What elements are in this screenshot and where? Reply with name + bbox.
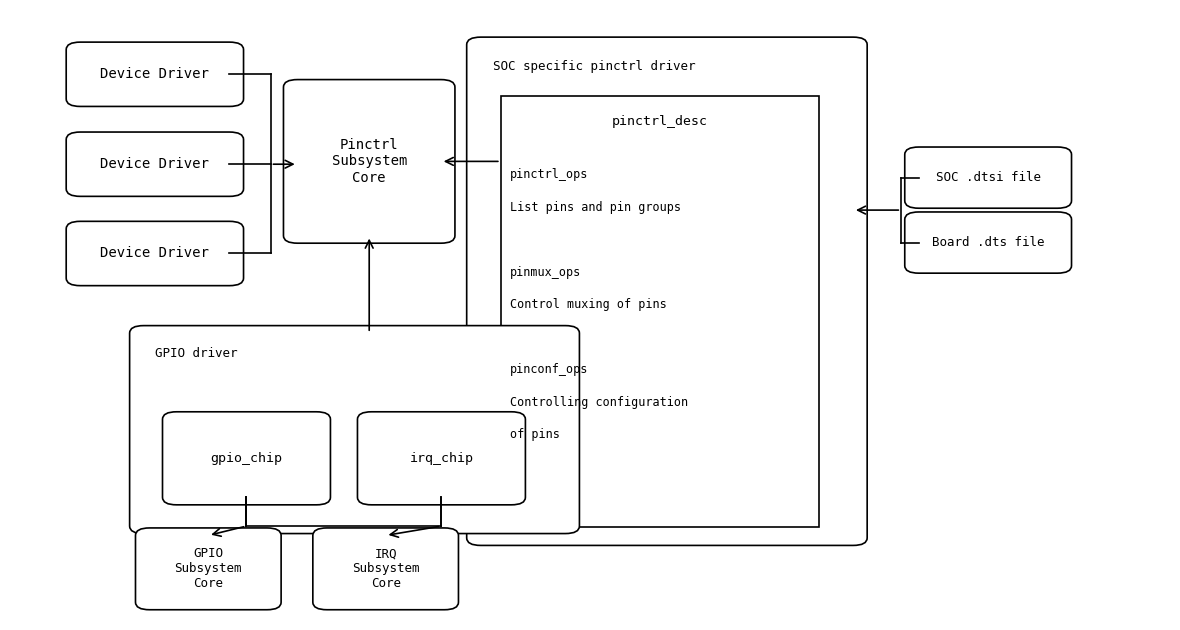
FancyBboxPatch shape [313, 528, 459, 610]
Text: pinctrl_ops: pinctrl_ops [510, 168, 589, 181]
Text: pinctrl_desc: pinctrl_desc [612, 115, 708, 128]
FancyBboxPatch shape [136, 528, 281, 610]
Text: irq_chip: irq_chip [409, 452, 473, 465]
Text: Device Driver: Device Driver [100, 158, 209, 171]
Text: Pinctrl
Subsystem
Core: Pinctrl Subsystem Core [332, 138, 407, 185]
Text: SOC specific pinctrl driver: SOC specific pinctrl driver [492, 60, 695, 73]
FancyBboxPatch shape [283, 79, 455, 243]
Text: GPIO driver: GPIO driver [156, 347, 238, 360]
Text: Device Driver: Device Driver [100, 67, 209, 81]
FancyBboxPatch shape [66, 221, 243, 285]
Text: of pins: of pins [510, 428, 560, 441]
Text: gpio_chip: gpio_chip [210, 452, 282, 465]
Text: Board .dts file: Board .dts file [932, 236, 1044, 249]
Text: GPIO
Subsystem
Core: GPIO Subsystem Core [175, 547, 242, 590]
Text: Controlling configuration: Controlling configuration [510, 396, 688, 408]
FancyBboxPatch shape [905, 147, 1071, 209]
FancyBboxPatch shape [466, 37, 867, 546]
FancyBboxPatch shape [66, 42, 243, 106]
FancyBboxPatch shape [500, 96, 819, 527]
Text: SOC .dtsi file: SOC .dtsi file [936, 171, 1041, 184]
FancyBboxPatch shape [130, 326, 579, 534]
FancyBboxPatch shape [66, 132, 243, 197]
FancyBboxPatch shape [905, 212, 1071, 273]
FancyBboxPatch shape [163, 412, 330, 505]
Text: List pins and pin groups: List pins and pin groups [510, 201, 681, 214]
Text: Device Driver: Device Driver [100, 246, 209, 260]
Text: pinconf_ops: pinconf_ops [510, 363, 589, 376]
FancyBboxPatch shape [358, 412, 525, 505]
Text: pinmux_ops: pinmux_ops [510, 266, 582, 278]
Text: Control muxing of pins: Control muxing of pins [510, 298, 667, 311]
Text: IRQ
Subsystem
Core: IRQ Subsystem Core [352, 547, 419, 590]
